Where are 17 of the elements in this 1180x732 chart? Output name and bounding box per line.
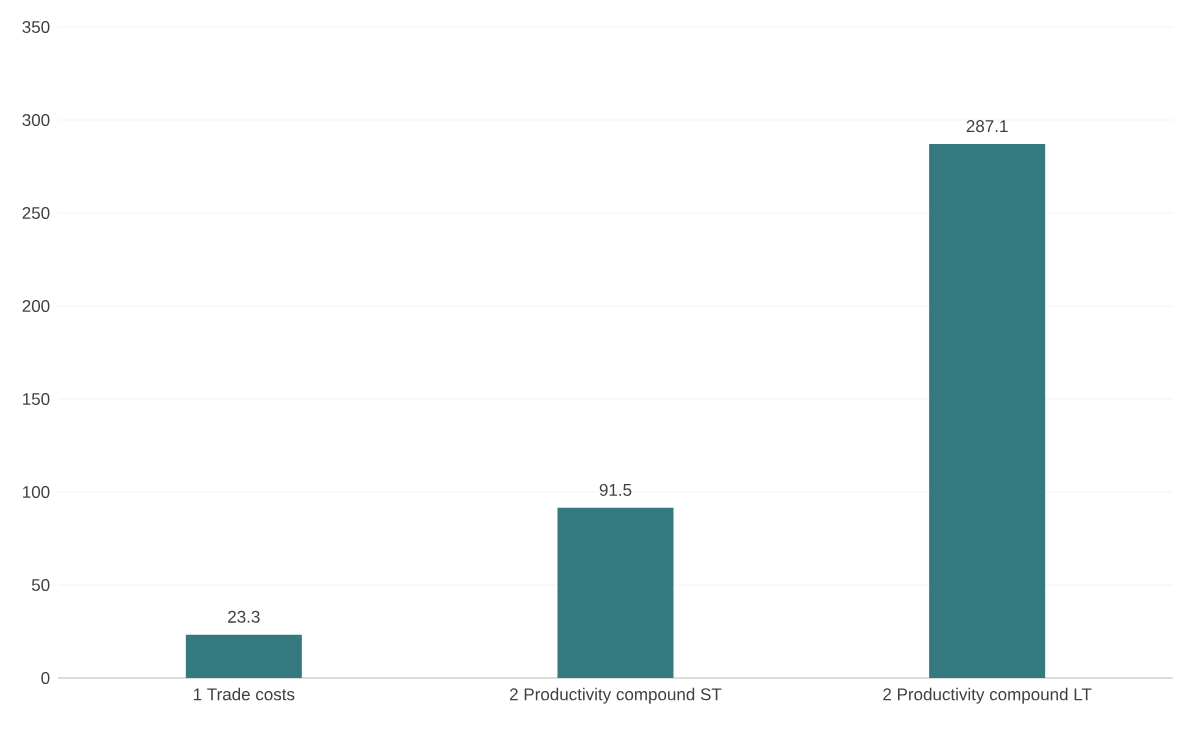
x-tick-label: 1 Trade costs <box>193 687 295 701</box>
bar <box>185 634 302 678</box>
y-tick-label: 250 <box>22 206 50 220</box>
y-tick-label: 200 <box>22 299 50 313</box>
bar <box>557 507 674 678</box>
y-tick-label: 300 <box>22 113 50 127</box>
y-tick-label: 50 <box>31 578 50 592</box>
y-tick-label: 150 <box>23 392 50 406</box>
x-tick-label: 2 Productivity compound LT <box>883 687 1092 704</box>
x-tick-label: 2 Productivity compound ST <box>510 687 722 704</box>
y-tick-label: 350 <box>22 20 50 34</box>
y-tick-label: 100 <box>23 485 50 499</box>
data-label: 91.5 <box>599 483 632 496</box>
y-tick-label: 0 <box>41 671 50 685</box>
bar <box>929 143 1046 678</box>
data-label: 23.3 <box>228 610 260 623</box>
data-label: 287.1 <box>966 120 1008 133</box>
